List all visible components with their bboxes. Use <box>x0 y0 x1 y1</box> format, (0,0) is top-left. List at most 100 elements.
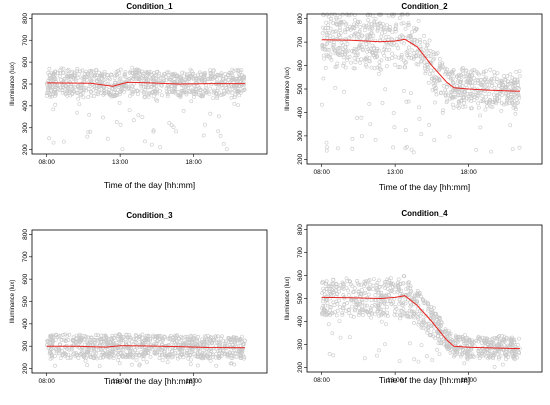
scatter-point <box>134 75 139 80</box>
scatter-point <box>235 341 240 346</box>
scatter-point <box>323 28 328 33</box>
scatter-point <box>141 357 146 362</box>
scatter-point <box>407 280 411 285</box>
scatter-point <box>116 354 121 359</box>
scatter-point <box>410 30 414 35</box>
scatter-point <box>374 353 379 358</box>
scatter-point <box>124 84 129 89</box>
scatter-point <box>242 88 247 93</box>
scatter-point <box>187 82 192 87</box>
scatter-point <box>443 90 448 95</box>
scatter-point <box>485 87 490 92</box>
scatter-point <box>499 109 504 113</box>
scatter-point <box>135 67 139 72</box>
scatter-point <box>515 79 520 84</box>
scatter-point <box>220 86 225 90</box>
scatter-point <box>94 92 99 96</box>
scatter-point <box>436 327 441 332</box>
scatter-point <box>373 38 378 43</box>
scatter-point <box>102 339 107 344</box>
scatter-point <box>393 54 398 59</box>
scatter-point <box>460 84 465 88</box>
scatter-point <box>169 123 174 128</box>
y-tick-label: 500 <box>297 83 304 94</box>
scatter-point <box>340 12 345 17</box>
scatter-point <box>438 61 442 66</box>
scatter-point <box>226 335 231 340</box>
scatter-point <box>430 71 435 76</box>
x-axis-label: Time of the day [hh:mm] <box>379 182 470 192</box>
scatter-point <box>67 332 72 337</box>
scatter-point <box>491 341 496 346</box>
scatter-point <box>463 83 468 88</box>
scatter-point <box>322 44 327 49</box>
scatter-point <box>449 84 454 89</box>
scatter-point <box>65 84 70 89</box>
scatter-point <box>405 22 410 27</box>
scatter-point <box>322 56 327 61</box>
scatter-point <box>105 136 110 141</box>
scatter-point <box>425 354 429 359</box>
scatter-point <box>419 132 424 137</box>
scatter-point <box>498 353 503 358</box>
scatter-point <box>377 278 381 283</box>
scatter-point <box>145 75 150 80</box>
scatter-point <box>238 343 243 348</box>
scatter-point <box>390 38 395 43</box>
scatter-point <box>508 90 513 94</box>
scatter-point <box>483 77 488 82</box>
scatter-point <box>409 289 414 294</box>
scatter-point <box>188 352 192 357</box>
scatter-point <box>203 88 208 93</box>
scatter-point <box>200 353 205 358</box>
scatter-point <box>474 338 479 343</box>
scatter-point <box>124 340 128 345</box>
scatter-point <box>50 84 55 89</box>
scatter-point <box>186 356 191 361</box>
scatter-point <box>335 146 340 151</box>
scatter-point <box>516 92 521 97</box>
scatter-point <box>323 66 328 70</box>
scatter-point <box>118 89 123 94</box>
scatter-point <box>468 338 472 343</box>
scatter-point <box>148 354 153 359</box>
scatter-point <box>420 308 424 313</box>
scatter-point <box>403 146 408 151</box>
scatter-point <box>159 93 164 98</box>
scatter-point <box>362 28 367 33</box>
scatter-point <box>69 82 74 86</box>
scatter-point <box>414 62 419 66</box>
scatter-point <box>447 134 452 139</box>
scatter-point <box>162 352 167 357</box>
scatter-point <box>197 341 202 346</box>
scatter-point <box>372 312 377 317</box>
scatter-point <box>355 57 360 62</box>
scatter-point <box>426 302 431 307</box>
y-tick-label: 600 <box>22 56 29 67</box>
scatter-point <box>392 125 397 130</box>
scatter-point <box>236 103 241 108</box>
scatter-point <box>338 31 343 36</box>
scatter-point <box>340 50 344 55</box>
scatter-point <box>393 62 397 67</box>
scatter-point <box>431 329 436 334</box>
scatter-point <box>503 354 508 359</box>
scatter-point <box>199 94 204 99</box>
scatter-point <box>89 70 94 74</box>
scatter-point <box>376 22 381 26</box>
scatter-point <box>408 304 413 309</box>
scatter-point <box>381 26 386 30</box>
scatter-point <box>341 63 346 68</box>
scatter-point <box>324 281 329 286</box>
y-tick-label: 800 <box>22 229 29 240</box>
scatter-point <box>96 348 101 353</box>
scatter-point <box>175 354 180 358</box>
scatter-point <box>163 335 168 340</box>
scatter-point <box>74 90 79 95</box>
scatter-point <box>420 320 425 325</box>
scatter-point <box>63 339 68 344</box>
scatter-point <box>427 324 432 329</box>
scatter-point <box>512 340 517 345</box>
scatter-point <box>238 356 243 360</box>
scatter-point <box>447 334 452 339</box>
